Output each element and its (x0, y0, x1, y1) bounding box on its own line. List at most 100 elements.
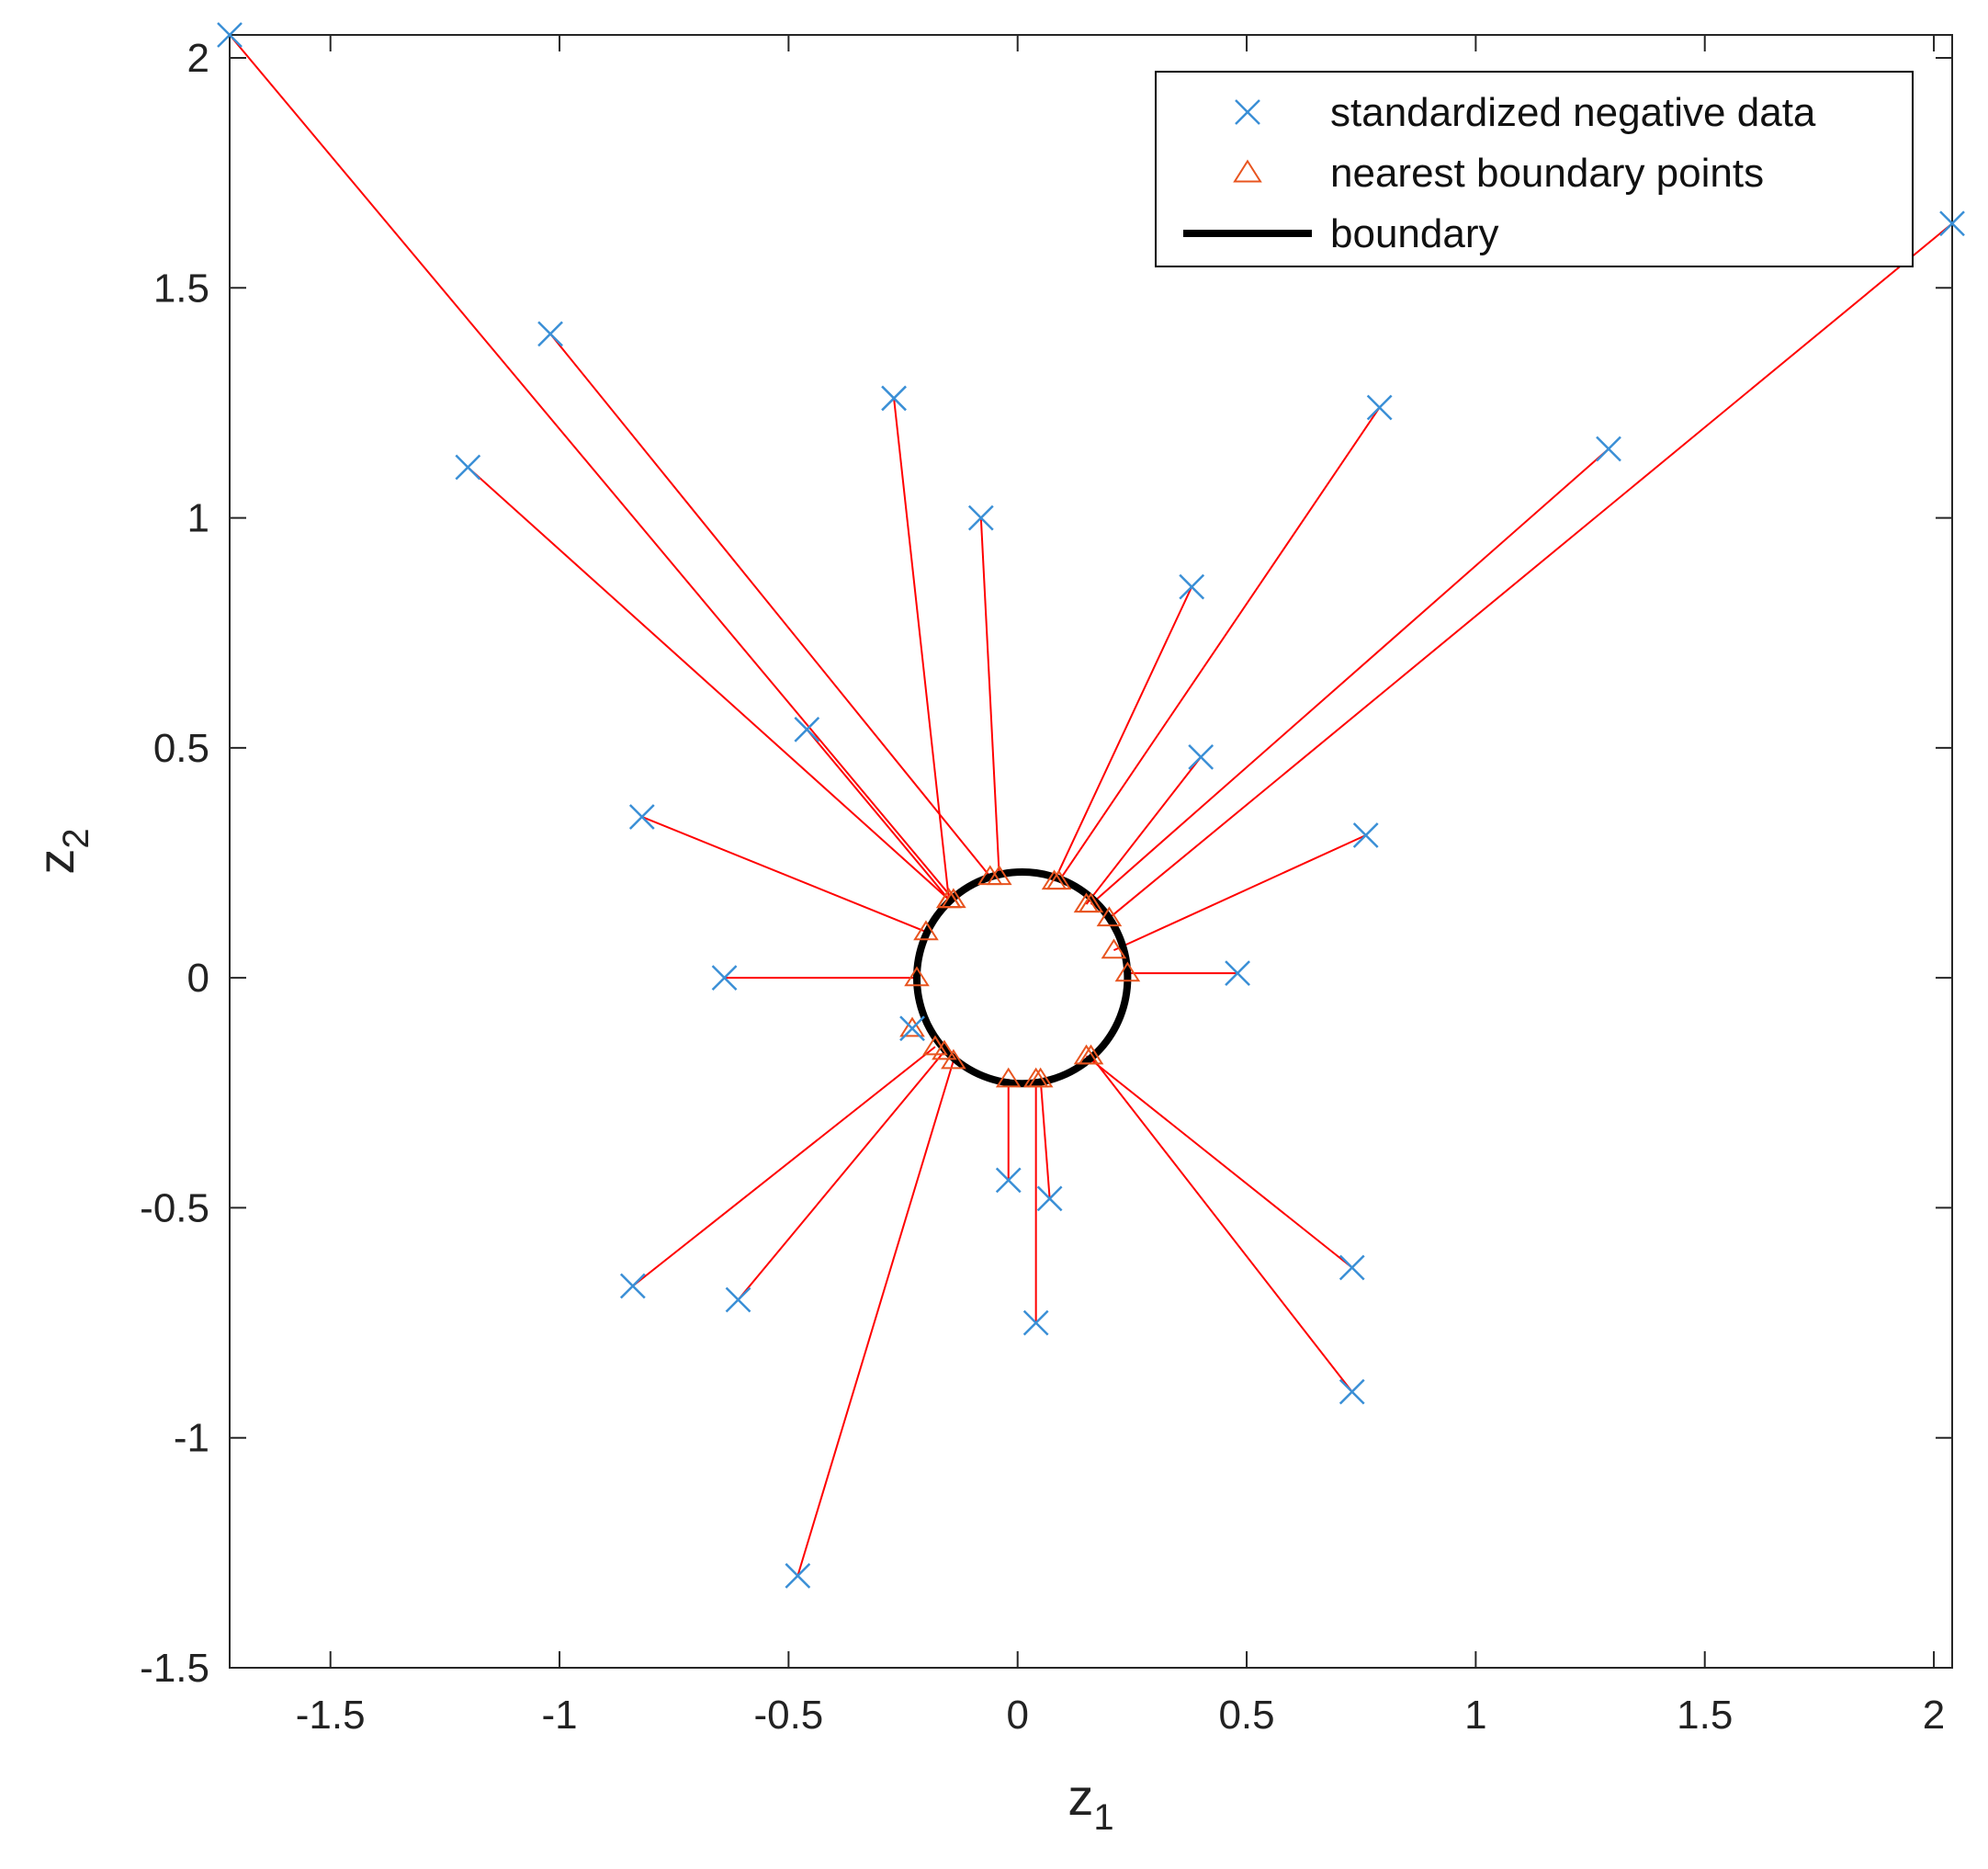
data-point-marker (995, 1167, 1022, 1194)
connector-line (1113, 834, 1367, 952)
cross-stroke (1022, 1309, 1049, 1336)
y-tick-label: 1.5 (153, 266, 209, 311)
boundary-point-marker (932, 1039, 957, 1060)
connector-line (1090, 1055, 1353, 1393)
boundary-point-marker (1022, 1067, 1049, 1088)
y-axis-label: z2 (27, 828, 96, 874)
connector-line (979, 517, 1000, 878)
x-tick-label: -0.5 (753, 1693, 823, 1738)
y-tick-label: -0.5 (140, 1185, 209, 1230)
data-point-marker (1188, 744, 1214, 770)
cross-stroke (1036, 1185, 1063, 1212)
cross-stroke (967, 504, 994, 531)
legend-triangle-marker (1233, 159, 1262, 183)
cross-stroke (1188, 744, 1214, 770)
connector-line (1090, 447, 1610, 905)
boundary-point-marker (904, 966, 930, 987)
cross-stroke (785, 1563, 811, 1589)
boundary-point-marker (1078, 892, 1104, 913)
x-tick-label: -1.5 (296, 1693, 366, 1738)
cross-stroke (537, 321, 563, 347)
data-point-marker (1225, 960, 1250, 987)
data-point-marker (217, 22, 243, 48)
connector-line (549, 333, 991, 878)
plot-area-border (229, 34, 1953, 1669)
data-point-marker (1179, 573, 1205, 600)
data-point-markers (217, 22, 1965, 1589)
data-point-marker (619, 1273, 646, 1299)
boundary-point-marker (913, 920, 939, 941)
connector-line (632, 1046, 936, 1287)
data-point-marker (967, 504, 994, 531)
cross-stroke (619, 1273, 646, 1299)
cross-stroke (1225, 960, 1250, 987)
data-point-marker (1352, 822, 1379, 848)
cross-stroke (1939, 210, 1965, 237)
cross-stroke (628, 804, 655, 830)
x-axis-label: z1 (1067, 1768, 1113, 1838)
y-tick-label: 2 (187, 36, 209, 81)
cross-stroke (455, 454, 481, 481)
connector-line (1053, 586, 1193, 882)
boundary-point-marker (1096, 906, 1123, 927)
cross-stroke (1339, 1254, 1365, 1281)
connector-lines (229, 34, 1953, 1577)
legend-label-boundary: boundary (1330, 211, 1498, 256)
x-tick-label: 1.5 (1677, 1693, 1733, 1738)
data-point-marker (1366, 394, 1393, 421)
connector-line (1057, 406, 1381, 882)
connector-line (229, 34, 954, 901)
data-point-marker (725, 1286, 751, 1313)
connector-line (893, 398, 950, 901)
cross-stroke (725, 1286, 751, 1313)
x-tick-label: 1 (1464, 1693, 1486, 1738)
boundary-point-marker (1078, 1044, 1104, 1065)
data-point-marker (537, 321, 563, 347)
cross-stroke (217, 22, 243, 48)
y-tick-label: -1 (174, 1416, 209, 1461)
legend-triangle-icon (1233, 159, 1262, 183)
y-axis-label-subscript: 2 (56, 828, 96, 848)
data-point-marker (711, 965, 738, 991)
legend-label-boundary-points: nearest boundary points (1330, 151, 1764, 196)
connector-line (737, 1050, 945, 1301)
boundary-point-marker (1101, 938, 1127, 959)
data-point-marker (1339, 1254, 1365, 1281)
legend: standardized negative data nearest bound… (1155, 71, 1914, 267)
x-axis-label-subscript: 1 (1093, 1797, 1113, 1838)
connector-line (1085, 756, 1202, 905)
x-axis-label-main: z (1067, 1768, 1093, 1826)
y-tick-label: 0.5 (153, 726, 209, 771)
y-tick-label: 0 (187, 956, 209, 1001)
legend-cross-icon (1235, 99, 1260, 125)
boundary-point-marker (941, 1048, 966, 1070)
cross-stroke (995, 1167, 1022, 1194)
data-point-marker (1339, 1378, 1365, 1405)
y-tick-label: -1.5 (140, 1646, 209, 1691)
data-point-marker (1596, 436, 1621, 462)
boundary-circle (913, 868, 1132, 1088)
data-point-marker (785, 1563, 811, 1589)
y-tick-label: 1 (187, 496, 209, 541)
x-tick-label: 2 (1923, 1693, 1945, 1738)
plot-frame (229, 34, 1953, 1669)
data-point-marker (628, 804, 655, 830)
connector-line (1039, 1079, 1051, 1199)
cross-stroke (794, 716, 820, 742)
cross-stroke (1596, 436, 1621, 462)
boundary-point-marker (986, 865, 1012, 886)
connector-line (467, 466, 950, 901)
legend-label-data: standardized negative data (1330, 90, 1816, 135)
boundary-point-marker (995, 1067, 1022, 1088)
connector-line (1085, 1055, 1353, 1269)
boundary-point-markers (899, 865, 1141, 1088)
legend-cross-marker (1235, 99, 1260, 125)
cross-stroke (1366, 394, 1393, 421)
cross-stroke (1235, 99, 1260, 125)
data-point-marker (455, 454, 481, 481)
x-tick-label: 0.5 (1218, 1693, 1274, 1738)
x-tick-label: 0 (1006, 1693, 1028, 1738)
connector-line (796, 1059, 954, 1577)
boundary-point-marker (936, 888, 962, 909)
